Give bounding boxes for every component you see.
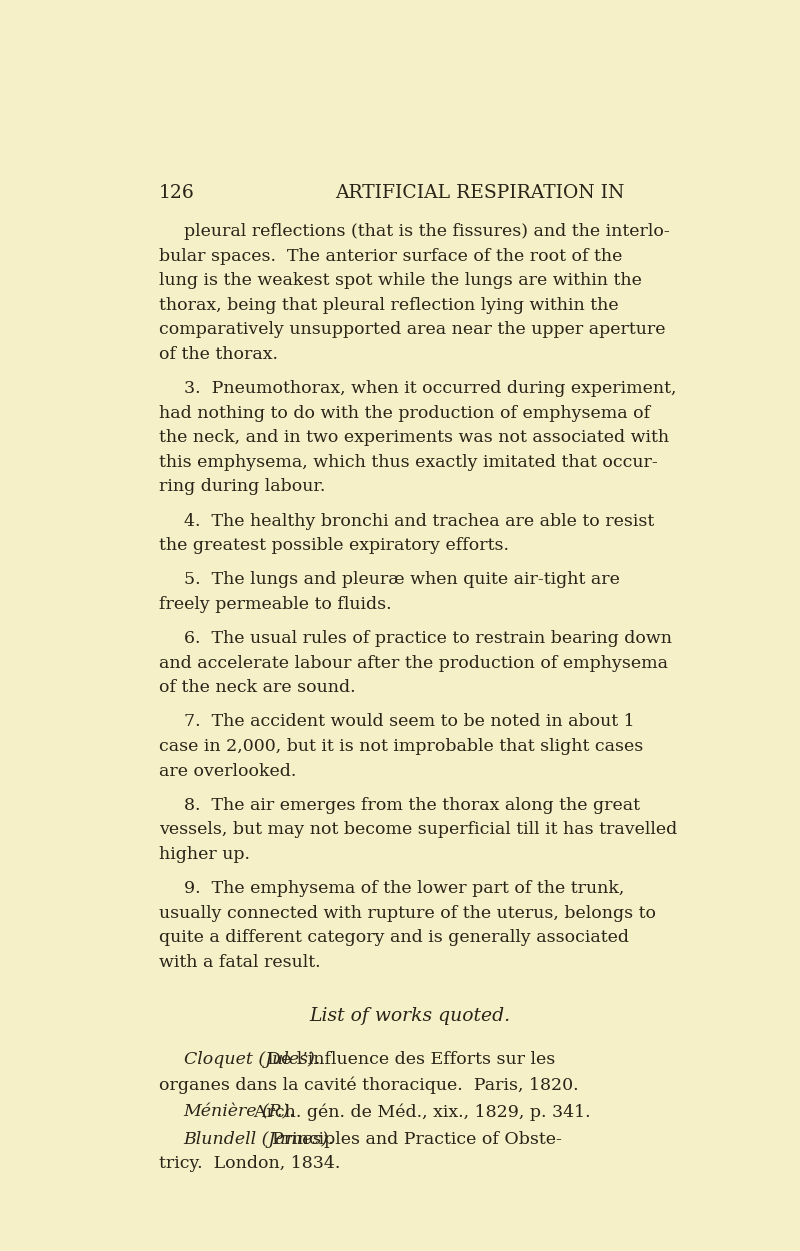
Text: and accelerate labour after the production of emphysema: and accelerate labour after the producti… — [159, 654, 668, 672]
Text: comparatively unsupported area near the upper aperture: comparatively unsupported area near the … — [159, 322, 666, 338]
Text: thorax, being that pleural reflection lying within the: thorax, being that pleural reflection ly… — [159, 296, 618, 314]
Text: Arch. gén. de Méd., xix., 1829, p. 341.: Arch. gén. de Méd., xix., 1829, p. 341. — [242, 1103, 590, 1121]
Text: the greatest possible expiratory efforts.: the greatest possible expiratory efforts… — [159, 537, 509, 554]
Text: quite a different category and is generally associated: quite a different category and is genera… — [159, 929, 629, 946]
Text: ARTIFICIAL RESPIRATION IN: ARTIFICIAL RESPIRATION IN — [336, 184, 625, 201]
Text: case in 2,000, but it is not improbable that slight cases: case in 2,000, but it is not improbable … — [159, 738, 643, 756]
Text: are overlooked.: are overlooked. — [159, 763, 296, 779]
Text: this emphysema, which thus exactly imitated that occur-: this emphysema, which thus exactly imita… — [159, 454, 658, 470]
Text: higher up.: higher up. — [159, 846, 250, 863]
Text: of the neck are sound.: of the neck are sound. — [159, 679, 355, 697]
Text: freely permeable to fluids.: freely permeable to fluids. — [159, 595, 391, 613]
Text: 4.  The healthy bronchi and trachea are able to resist: 4. The healthy bronchi and trachea are a… — [184, 513, 654, 529]
Text: had nothing to do with the production of emphysema of: had nothing to do with the production of… — [159, 405, 650, 422]
Text: bular spaces.  The anterior surface of the root of the: bular spaces. The anterior surface of th… — [159, 248, 622, 265]
Text: 6.  The usual rules of practice to restrain bearing down: 6. The usual rules of practice to restra… — [184, 631, 672, 647]
Text: 7.  The accident would seem to be noted in about 1: 7. The accident would seem to be noted i… — [184, 713, 634, 731]
Text: pleural reflections (that is the fissures) and the interlo-: pleural reflections (that is the fissure… — [184, 223, 670, 240]
Text: 126: 126 — [159, 184, 194, 201]
Text: usually connected with rupture of the uterus, belongs to: usually connected with rupture of the ut… — [159, 904, 656, 922]
Text: lung is the weakest spot while the lungs are within the: lung is the weakest spot while the lungs… — [159, 273, 642, 289]
Text: 5.  The lungs and pleuræ when quite air-tight are: 5. The lungs and pleuræ when quite air-t… — [184, 572, 619, 588]
Text: 3.  Pneumothorax, when it occurred during experiment,: 3. Pneumothorax, when it occurred during… — [184, 380, 676, 397]
Text: Cloquet (Jules).: Cloquet (Jules). — [184, 1051, 320, 1068]
Text: tricy.  London, 1834.: tricy. London, 1834. — [159, 1156, 340, 1172]
Text: Ménière (P.).: Ménière (P.). — [184, 1103, 295, 1121]
Text: Principles and Practice of Obste-: Principles and Practice of Obste- — [261, 1131, 562, 1148]
Text: List of works quoted.: List of works quoted. — [310, 1007, 510, 1026]
Text: with a fatal result.: with a fatal result. — [159, 953, 321, 971]
Text: 8.  The air emerges from the thorax along the great: 8. The air emerges from the thorax along… — [184, 797, 640, 813]
Text: Blundell (James).: Blundell (James). — [184, 1131, 334, 1148]
Text: of the thorax.: of the thorax. — [159, 347, 278, 363]
Text: 9.  The emphysema of the lower part of the trunk,: 9. The emphysema of the lower part of th… — [184, 881, 624, 897]
Text: the neck, and in two experiments was not associated with: the neck, and in two experiments was not… — [159, 429, 669, 447]
Text: organes dans la cavité thoracique.  Paris, 1820.: organes dans la cavité thoracique. Paris… — [159, 1076, 578, 1093]
Text: vessels, but may not become superficial till it has travelled: vessels, but may not become superficial … — [159, 822, 677, 838]
Text: ring during labour.: ring during labour. — [159, 478, 326, 495]
Text: De l’influence des Efforts sur les: De l’influence des Efforts sur les — [256, 1051, 555, 1068]
